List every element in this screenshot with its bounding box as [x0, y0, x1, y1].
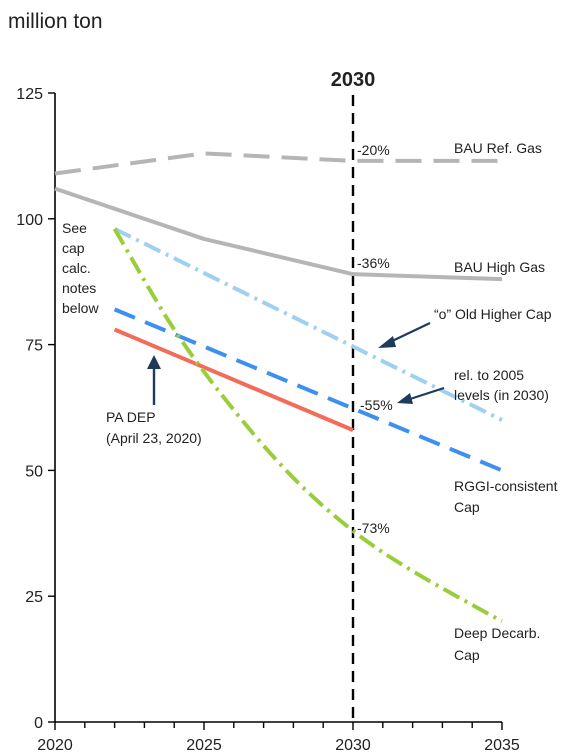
- label-old-higher-cap: “o” Old Higher Cap: [434, 306, 552, 322]
- y-tick-label: 50: [25, 463, 43, 480]
- y-tick-label: 0: [34, 715, 43, 732]
- y-axis-label: million ton: [8, 10, 103, 33]
- y-tick-label: 25: [25, 589, 43, 606]
- series-line-0: [54, 151, 502, 176]
- y-tick-label: 100: [16, 212, 43, 229]
- arrow-to-rel-2005: [397, 386, 445, 404]
- note-line-5: below: [62, 300, 99, 316]
- arrow-to-old-cap: [378, 322, 431, 348]
- series-line-1: [54, 186, 503, 282]
- label-pa-dep-line1: PA DEP: [106, 409, 156, 425]
- label-deep-decarb-line2: Cap: [454, 647, 480, 663]
- label-bau-high-gas: BAU High Gas: [454, 259, 545, 275]
- pct-minus-55: -55%: [360, 397, 393, 413]
- label-rggi-line2: Cap: [454, 499, 480, 515]
- x-ticks: 2020 2025 2030 2035: [37, 722, 520, 754]
- pct-minus-36: -36%: [357, 255, 390, 271]
- label-bau-ref-gas: BAU Ref. Gas: [454, 140, 542, 156]
- x-tick-label: 2035: [484, 737, 520, 754]
- label-rel-2005-line1: rel. to 2005: [454, 367, 524, 383]
- arrow-to-pa-dep: [147, 355, 161, 405]
- series-line-2: [113, 227, 503, 422]
- series-line-4: [113, 327, 354, 432]
- series-layer: [54, 151, 503, 624]
- note-line-4: notes: [62, 280, 96, 296]
- note-line-2: cap: [62, 240, 85, 256]
- label-rel-2005-line2: levels (in 2030): [454, 387, 549, 403]
- note-line-1: See: [62, 220, 87, 236]
- pct-minus-20: -20%: [357, 142, 390, 158]
- x-tick-label: 2025: [186, 737, 222, 754]
- label-rggi-line1: RGGI-consistent: [454, 478, 558, 494]
- y-ticks: 0 25 50 75 100 125: [16, 86, 55, 732]
- y-tick-label: 75: [25, 338, 43, 355]
- series-line-5: [112, 227, 503, 624]
- year-2030-marker-label: 2030: [331, 69, 376, 91]
- note-line-3: calc.: [62, 260, 91, 276]
- x-minor-ticks: [84, 722, 473, 728]
- y-tick-label: 125: [16, 86, 43, 103]
- x-tick-label: 2030: [335, 737, 371, 754]
- x-tick-label: 2020: [37, 737, 73, 754]
- label-pa-dep-line2: (April 23, 2020): [106, 430, 202, 446]
- label-deep-decarb-line1: Deep Decarb.: [454, 625, 540, 641]
- pct-minus-73: -73%: [357, 520, 390, 536]
